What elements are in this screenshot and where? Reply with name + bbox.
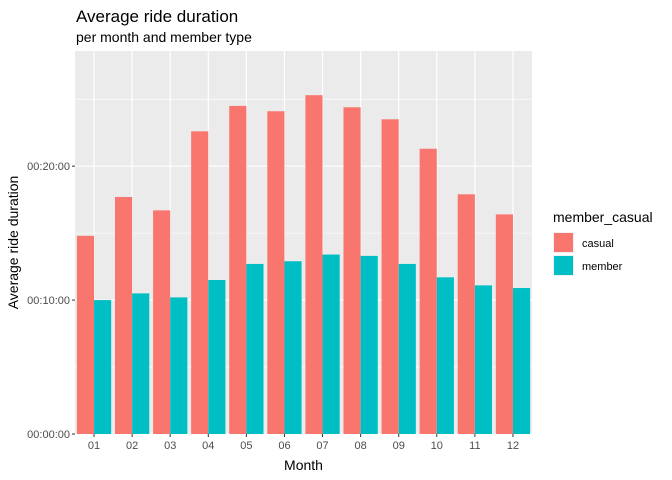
y-axis: 00:00:00 00:10:00 00:20:00 <box>27 161 75 441</box>
bar-casual-01 <box>76 235 95 434</box>
x-tick-label: 05 <box>240 440 252 452</box>
bar-casual-11 <box>457 194 475 434</box>
bar-member-01 <box>94 300 112 434</box>
bar-casual-05 <box>229 105 247 435</box>
x-tick-label: 12 <box>507 440 519 452</box>
legend: member_casual casual member <box>553 209 653 276</box>
bar-member-06 <box>284 261 302 434</box>
bar-casual-08 <box>343 107 361 435</box>
y-tick-label: 00:20:00 <box>27 161 70 173</box>
x-tick-label: 09 <box>393 440 405 452</box>
bar-casual-09 <box>381 119 399 434</box>
minor-gridlines <box>75 98 532 368</box>
bar-member-10 <box>436 277 454 434</box>
x-tick-label: 10 <box>431 440 443 452</box>
legend-label-casual: casual <box>582 238 614 250</box>
legend-label-member: member <box>582 261 623 273</box>
bar-member-03 <box>170 297 188 434</box>
x-tick-label: 03 <box>164 440 176 452</box>
bar-casual-07 <box>305 95 323 434</box>
x-tick-label: 02 <box>126 440 138 452</box>
legend-swatch-casual <box>554 233 573 252</box>
bar-member-11 <box>474 285 493 434</box>
bar-casual-02 <box>114 196 133 434</box>
x-tick-label: 06 <box>278 440 290 452</box>
legend-swatch-member <box>554 256 573 275</box>
bar-casual-12 <box>495 214 513 434</box>
x-axis-title: Month <box>284 457 323 473</box>
y-axis-title: Average ride duration <box>5 176 21 310</box>
x-tick-label: 11 <box>469 440 480 452</box>
bars <box>76 95 531 435</box>
y-tick-label: 00:10:00 <box>27 295 70 307</box>
bar-member-04 <box>208 279 226 434</box>
chart-subtitle: per month and member type <box>76 29 252 45</box>
legend-title: member_casual <box>553 209 653 225</box>
bar-member-02 <box>132 293 150 434</box>
bar-casual-04 <box>191 131 209 434</box>
y-tick-label: 00:00:00 <box>27 429 70 441</box>
bar-casual-06 <box>267 111 285 434</box>
chart-title: Average ride duration <box>76 7 238 26</box>
x-tick-label: 07 <box>316 440 328 452</box>
bar-member-09 <box>398 263 416 434</box>
x-tick-label: 01 <box>88 440 100 452</box>
x-tick-label: 04 <box>202 440 214 452</box>
bar-casual-10 <box>419 148 437 435</box>
bar-member-05 <box>246 263 264 434</box>
x-axis: 01 02 03 04 05 06 07 08 09 10 11 12 <box>88 434 519 452</box>
bar-member-12 <box>512 288 531 434</box>
plot-panel <box>75 51 532 434</box>
bar-casual-03 <box>153 210 171 434</box>
x-tick-label: 08 <box>355 440 367 452</box>
bar-member-07 <box>322 254 340 434</box>
bar-member-08 <box>360 255 378 434</box>
